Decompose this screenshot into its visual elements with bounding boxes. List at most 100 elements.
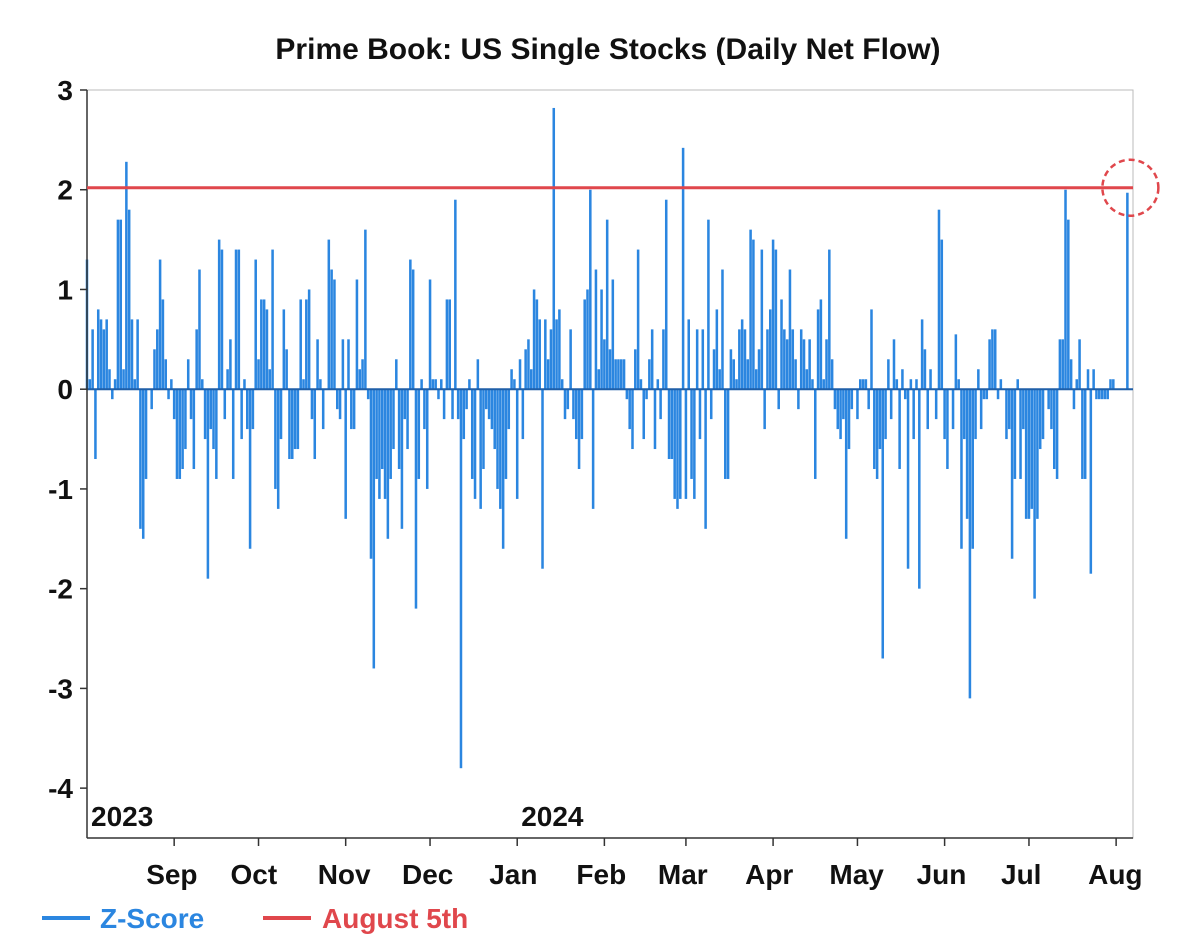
z-score-bar xyxy=(954,334,958,390)
z-score-bar xyxy=(161,299,165,390)
z-score-bar xyxy=(113,379,117,390)
z-score-bar xyxy=(431,379,435,390)
z-score-bar xyxy=(836,389,840,430)
z-score-bar xyxy=(774,249,778,390)
z-score-bar xyxy=(490,389,494,430)
z-score-bar xyxy=(246,389,249,430)
x-tick-label: Apr xyxy=(745,859,793,890)
z-score-bar xyxy=(580,389,584,440)
z-score-bar xyxy=(746,359,750,390)
z-score-bar xyxy=(828,249,831,390)
z-score-bar xyxy=(783,329,786,390)
z-score-bar xyxy=(763,389,766,430)
z-score-bar xyxy=(634,349,637,390)
z-score-bar xyxy=(594,269,598,390)
z-score-bar xyxy=(698,389,702,440)
z-score-bar xyxy=(963,389,966,440)
z-score-bar xyxy=(361,359,364,390)
z-score-bar xyxy=(274,389,277,489)
z-score-bar xyxy=(1027,389,1031,519)
z-score-bar xyxy=(257,359,260,390)
z-score-bar xyxy=(679,389,682,499)
z-score-bar xyxy=(493,389,496,450)
z-score-bar xyxy=(906,389,910,569)
z-score-bar xyxy=(833,389,837,410)
z-score-bar xyxy=(726,389,730,479)
z-score-bar xyxy=(1061,339,1064,390)
z-score-bar xyxy=(735,379,738,390)
z-score-bar xyxy=(937,209,941,390)
axis-layer: 3 2 1 0 -1 -2 -3 -4 Sep Oct Nov Dec Jan Feb Mar Apr May J… xyxy=(48,75,1142,890)
z-score-bar xyxy=(175,389,179,479)
z-score-bar xyxy=(468,379,471,390)
z-score-bar xyxy=(395,359,398,390)
z-score-bar xyxy=(867,389,870,410)
z-score-bar xyxy=(740,319,744,390)
x-tick-label: Oct xyxy=(231,859,278,890)
z-score-bar xyxy=(234,249,238,390)
z-score-bar xyxy=(178,389,182,479)
z-score-bar xyxy=(847,389,851,450)
z-score-bar xyxy=(459,389,463,769)
z-score-bar xyxy=(1083,389,1087,479)
x-tick-label: Feb xyxy=(576,859,626,890)
z-score-bar xyxy=(499,389,502,509)
z-score-bar xyxy=(881,389,885,659)
z-score-bar xyxy=(313,389,317,460)
z-score-bar xyxy=(445,299,449,390)
z-score-bar xyxy=(209,389,212,430)
z-score-bar xyxy=(645,389,648,400)
z-score-bar xyxy=(91,329,94,390)
z-score-bar xyxy=(586,289,589,390)
z-score-bar xyxy=(451,389,454,420)
z-score-bar xyxy=(1100,389,1104,400)
y-tick-label: -4 xyxy=(48,773,73,804)
z-score-bar xyxy=(144,389,148,479)
z-score-bar xyxy=(293,389,297,450)
z-score-bar xyxy=(1005,389,1008,440)
z-score-bar xyxy=(1013,389,1017,479)
z-score-bar xyxy=(465,389,468,410)
z-score-bar xyxy=(321,389,325,430)
z-score-bar xyxy=(583,299,586,390)
z-score-bar xyxy=(1075,379,1079,390)
z-score-bar xyxy=(473,389,477,499)
z-score-bar xyxy=(380,389,384,469)
z-score-bar xyxy=(819,299,823,390)
y-tick-label: 0 xyxy=(57,374,73,405)
z-score-bar xyxy=(440,379,443,390)
z-score-bar xyxy=(1008,389,1011,430)
z-score-bar xyxy=(167,389,170,400)
z-score-bar xyxy=(993,329,997,390)
z-score-bar xyxy=(288,389,291,460)
z-score-bar xyxy=(915,379,918,390)
z-score-bar xyxy=(724,389,727,479)
z-score-bar xyxy=(411,269,415,390)
z-score-bar xyxy=(265,309,269,390)
z-score-bar xyxy=(282,309,286,390)
z-score-bar xyxy=(889,389,893,420)
z-score-bar xyxy=(504,389,508,479)
x-tick-label: Nov xyxy=(318,859,371,890)
z-score-bar xyxy=(895,379,899,390)
plot-frame xyxy=(86,89,1134,839)
z-score-bar xyxy=(184,389,187,450)
z-score-bar xyxy=(884,389,887,440)
z-score-bar xyxy=(172,389,176,420)
z-score-bar xyxy=(814,389,817,479)
z-score-bar xyxy=(712,349,716,390)
z-score-bar xyxy=(291,389,294,460)
z-score-bar xyxy=(946,389,949,469)
z-score-bar xyxy=(305,299,308,390)
z-score-bar xyxy=(302,379,305,390)
z-score-bar xyxy=(406,389,409,450)
y-tick-label: 1 xyxy=(57,274,73,305)
z-score-bar xyxy=(442,389,446,420)
z-score-bar xyxy=(729,349,733,390)
z-score-bar xyxy=(1058,339,1062,390)
z-score-bar xyxy=(653,389,657,450)
z-score-bar xyxy=(501,389,505,549)
z-score-bar xyxy=(341,339,345,390)
z-score-bar xyxy=(628,389,631,430)
